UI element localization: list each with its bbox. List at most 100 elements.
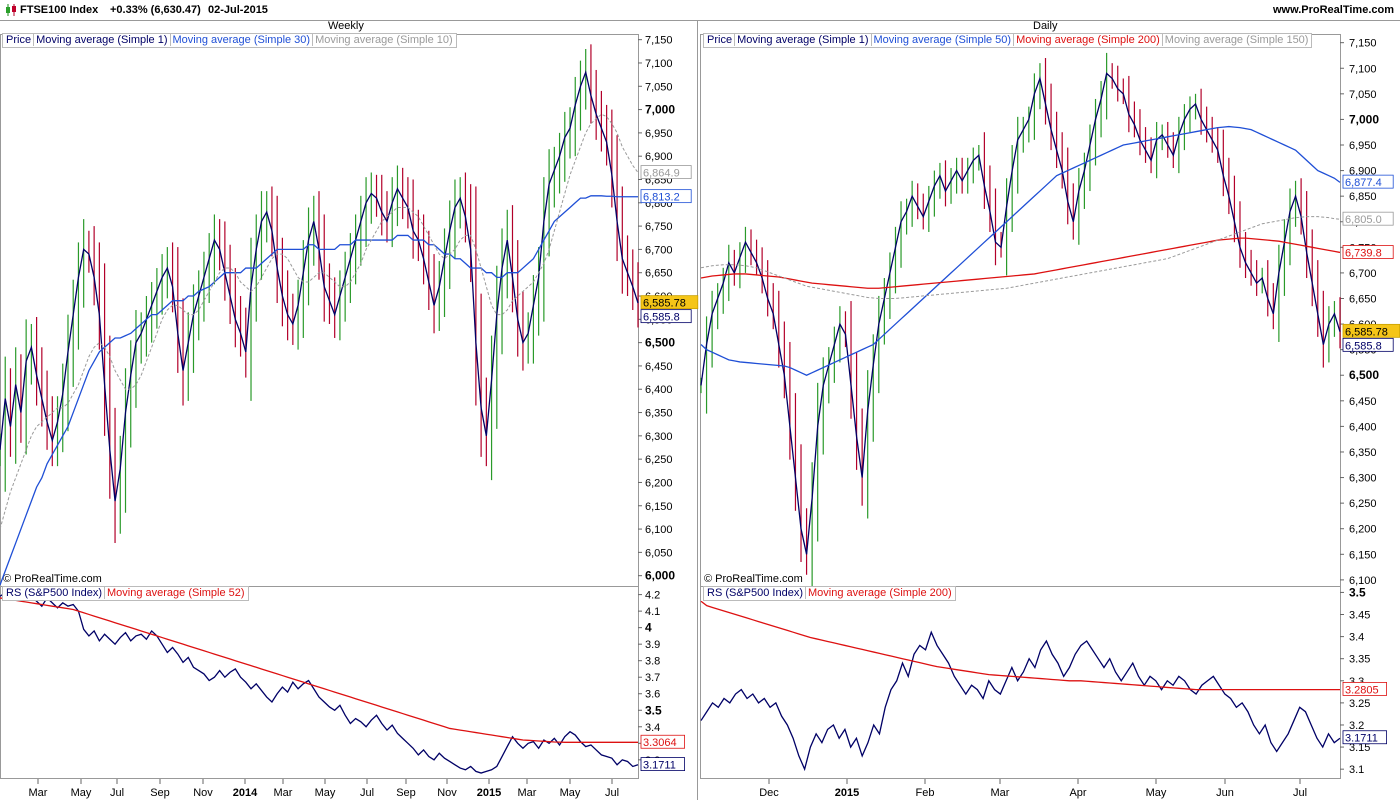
- x-tick-label: Nov: [437, 787, 457, 799]
- y-tick-label: 3.2: [1349, 720, 1364, 732]
- x-tick-label: Sep: [150, 787, 170, 799]
- x-tick-label: May: [71, 787, 92, 799]
- x-tick-label: Dec: [759, 787, 779, 799]
- last-value-box: [1342, 211, 1394, 226]
- series-line-1: [700, 125, 1341, 376]
- last-value-label: 6,877.4: [1345, 177, 1382, 189]
- y-tick-label: 4.1: [645, 606, 660, 618]
- series-line-0: [700, 630, 1341, 772]
- y-tick-label: 7,100: [645, 58, 673, 70]
- last-value-box: [1342, 174, 1394, 189]
- legend-item[interactable]: Moving average (Simple 1): [33, 34, 170, 46]
- last-value-box: [1342, 730, 1387, 745]
- x-tick-label: Mar: [991, 787, 1010, 799]
- y-tick-label: 6,850: [1349, 191, 1377, 203]
- y-tick-label: 3.5: [645, 703, 662, 717]
- last-value-box: [1342, 245, 1394, 259]
- legend-bar[interactable]: Price Moving average (Simple 1) Moving ave…: [2, 33, 457, 48]
- y-tick-label: 6,200: [1349, 524, 1377, 536]
- legend-item[interactable]: Moving average (Simple 10): [312, 34, 455, 46]
- legend-item[interactable]: RS (S&P500 Index): [707, 587, 803, 599]
- legend-item[interactable]: Price: [707, 34, 733, 46]
- y-tick-label: 3.4: [1349, 632, 1364, 644]
- legend-item[interactable]: Moving average (Simple 1): [734, 34, 871, 46]
- series-line-0: [0, 70, 639, 502]
- x-tick-label: May: [560, 787, 581, 799]
- y-tick-label: 6,000: [645, 569, 675, 583]
- legend-item[interactable]: Price: [6, 34, 32, 46]
- last-value-label: 3.3064: [643, 737, 677, 749]
- y-tick-label: 6,700: [645, 244, 673, 256]
- last-value-box: [1342, 682, 1387, 696]
- legend-item[interactable]: Moving average (Simple 52): [104, 587, 247, 599]
- panel-frame: [700, 34, 1341, 779]
- legend-item[interactable]: Moving average (Simple 50): [870, 34, 1014, 46]
- legend-item[interactable]: Moving average (Simple 30): [169, 34, 313, 46]
- x-tick-label: Jul: [605, 787, 619, 799]
- y-tick-label: 3.45: [1349, 610, 1370, 622]
- last-value-label: 3.1711: [643, 760, 676, 772]
- price-change: +0.33% (6,630.47): [110, 4, 201, 16]
- y-tick-label: 6,400: [645, 384, 673, 396]
- y-tick-label: 6,300: [1349, 473, 1377, 485]
- x-tick-label: Feb: [916, 787, 935, 799]
- legend-item[interactable]: Moving average (Simple 150): [1161, 34, 1311, 46]
- y-tick-label: 6,500: [645, 336, 675, 350]
- series-line-1: [0, 597, 638, 743]
- y-tick-label: 3.6: [645, 689, 660, 701]
- y-tick-label: 7,150: [1349, 38, 1377, 50]
- x-tick-label: May: [1146, 787, 1167, 799]
- y-tick-label: 6,900: [645, 151, 673, 163]
- site-url[interactable]: www.ProRealTime.com: [1272, 4, 1394, 16]
- y-tick-label: 3.15: [1349, 742, 1370, 754]
- series-line-2: [700, 237, 1341, 289]
- y-tick-label: 6,150: [1349, 549, 1377, 561]
- legend-bar[interactable]: RS (S&P500 Index) Moving average (Simple …: [703, 586, 956, 601]
- y-tick-label: 7,100: [1349, 63, 1377, 75]
- y-tick-label: 7,000: [1349, 112, 1379, 126]
- y-tick-label: 7,050: [645, 81, 673, 93]
- legend-bar[interactable]: RS (S&P500 Index) Moving average (Simple …: [2, 586, 249, 601]
- series-line-0: [700, 72, 1341, 555]
- x-tick-label: May: [315, 787, 336, 799]
- y-tick-label: 6,950: [1349, 140, 1377, 152]
- legend-item[interactable]: RS (S&P500 Index): [6, 587, 102, 599]
- x-tick-label: Jul: [360, 787, 374, 799]
- last-value-box: [640, 757, 685, 772]
- x-tick-label: Jun: [1216, 787, 1234, 799]
- legend-bar[interactable]: Price Moving average (Simple 1) Moving ave…: [703, 33, 1313, 48]
- legend-item[interactable]: Moving average (Simple 200): [805, 587, 954, 599]
- y-tick-label: 6,650: [1349, 293, 1377, 305]
- series-line-0: [0, 590, 639, 774]
- last-value-label: 6,813.2: [643, 192, 680, 204]
- y-tick-label: 6,050: [645, 547, 673, 559]
- y-tick-label: 6,100: [645, 524, 673, 536]
- y-tick-label: 6,750: [645, 221, 673, 233]
- y-tick-label: 6,900: [1349, 166, 1377, 178]
- y-tick-label: 3.7: [645, 672, 660, 684]
- y-tick-label: 4.2: [645, 590, 660, 602]
- x-tick-label: Mar: [274, 787, 293, 799]
- last-value-label: 6,585.78: [1345, 326, 1388, 338]
- last-value-label: 6,739.8: [1345, 248, 1382, 260]
- y-tick-label: 6,100: [1349, 575, 1377, 587]
- x-tick-label: Apr: [1069, 787, 1086, 799]
- y-tick-label: 6,250: [645, 454, 673, 466]
- last-value-box: [1342, 337, 1394, 352]
- last-value-label: 6,585.8: [1345, 340, 1382, 352]
- last-value-label: 6,805.0: [1345, 214, 1382, 226]
- candles: [0, 44, 639, 544]
- x-tick-label: Mar: [29, 787, 48, 799]
- y-tick-label: 6,300: [645, 431, 673, 443]
- y-tick-label: 6,450: [1349, 396, 1377, 408]
- last-value-box: [640, 734, 685, 749]
- last-value-label: 6,585.8: [643, 312, 680, 324]
- y-tick-label: 6,650: [645, 268, 673, 280]
- last-value-box: [640, 309, 692, 324]
- y-tick-label: 6,200: [645, 477, 673, 489]
- series-line-1: [0, 195, 638, 586]
- y-tick-label: 7,000: [645, 103, 675, 117]
- y-tick-label: 6,350: [645, 408, 673, 420]
- last-value-box: [640, 165, 692, 179]
- legend-item[interactable]: Moving average (Simple 200): [1013, 34, 1162, 46]
